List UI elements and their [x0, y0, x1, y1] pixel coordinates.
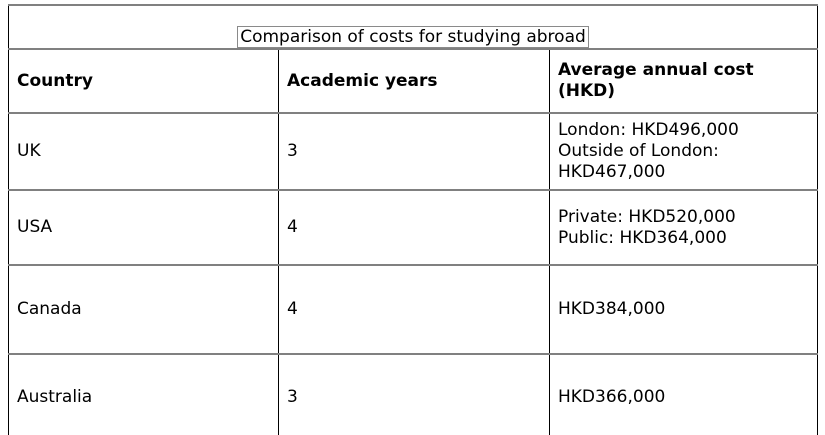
cell-cost-australia: HKD366,000	[548, 353, 819, 435]
cell-cost-uk: London: HKD496,000 Outside of London: HK…	[548, 112, 819, 191]
cell-country-canada: Canada	[8, 264, 279, 355]
cell-country-australia: Australia	[8, 353, 279, 435]
table-title: Comparison of costs for studying abroad	[237, 26, 589, 47]
cell-years-usa: 4	[278, 189, 550, 266]
table-row-australia: Australia 3 HKD366,000	[8, 353, 819, 435]
cell-years-australia: 3	[278, 353, 550, 435]
study-abroad-costs-table: Comparison of costs for studying abroad …	[7, 4, 819, 435]
cell-years-uk: 3	[278, 112, 550, 191]
cell-country-uk: UK	[8, 112, 279, 191]
table-header-row: Country Academic years Average annual co…	[8, 48, 819, 114]
cell-cost-usa: Private: HKD520,000 Public: HKD364,000	[548, 189, 819, 266]
cell-cost-canada: HKD384,000	[548, 264, 819, 355]
column-header-average-annual-cost: Average annual cost (HKD)	[548, 48, 819, 114]
table-row-canada: Canada 4 HKD384,000	[8, 264, 819, 355]
table-row-usa: USA 4 Private: HKD520,000 Public: HKD364…	[8, 189, 819, 266]
table-row-uk: UK 3 London: HKD496,000 Outside of Londo…	[8, 112, 819, 191]
column-header-country: Country	[8, 48, 279, 114]
table-title-cell: Comparison of costs for studying abroad	[7, 4, 819, 50]
table-title-row: Comparison of costs for studying abroad	[7, 4, 819, 50]
cell-years-canada: 4	[278, 264, 550, 355]
cell-country-usa: USA	[8, 189, 279, 266]
column-header-academic-years: Academic years	[278, 48, 550, 114]
